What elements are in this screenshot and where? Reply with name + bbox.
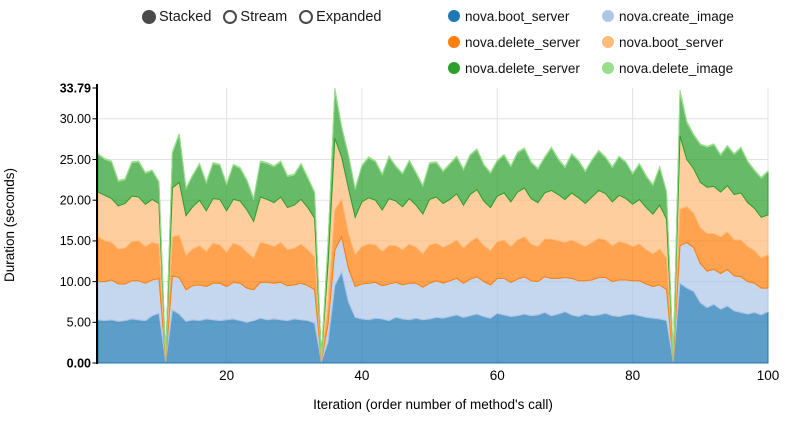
radio-stream-label: Stream [240,9,288,25]
legend-swatch-icon [602,10,614,22]
y-tick-label: 0.00 [67,356,91,370]
radio-expanded-label: Expanded [316,9,382,25]
y-axis-title: Duration (seconds) [2,168,17,282]
legend-label: nova.delete_server [465,34,580,50]
chart-style-radio-group: Stacked Stream Expanded [142,9,381,25]
x-axis-title: Iteration (order number of method's call… [313,397,553,412]
radio-expanded[interactable]: Expanded [299,9,381,25]
radio-stacked-label: Stacked [159,9,212,25]
legend-swatch-icon [448,36,460,48]
radio-expanded-icon[interactable] [299,10,314,24]
y-tick-label: 25.00 [60,153,91,167]
legend-swatch-icon [602,62,614,74]
y-tick-label: 10.00 [60,275,91,289]
legend-item-boot-server-2[interactable]: nova.boot_server [602,29,734,55]
legend-label: nova.boot_server [619,34,724,50]
legend-label: nova.create_image [619,8,734,24]
legend-item-delete-server-2[interactable]: nova.delete_server [448,55,602,81]
y-tick-label: 15.00 [60,234,91,248]
y-tick-label: 30.00 [60,112,91,126]
x-tick-label: 60 [490,368,505,383]
area-nova.delete_image[interactable] [97,87,769,359]
legend-swatch-icon [602,36,614,48]
legend-swatch-icon [448,10,460,22]
radio-stacked-icon[interactable] [142,10,156,24]
x-tick-label: 40 [354,368,369,383]
x-tick-label: 80 [625,368,640,383]
legend-swatch-icon [448,62,460,74]
radio-stacked[interactable]: Stacked [142,9,211,25]
x-tick-label: 100 [757,368,780,383]
y-tick-label: 33.79 [60,81,91,95]
legend-item-boot-server-1[interactable]: nova.boot_server [448,3,602,29]
legend-item-create-image[interactable]: nova.create_image [602,3,734,29]
y-tick-label: 5.00 [67,316,91,330]
legend-label: nova.delete_image [619,60,734,76]
legend-label: nova.delete_server [465,60,580,76]
x-tick-label: 20 [219,368,234,383]
chart-legend: nova.boot_server nova.create_image nova.… [448,3,734,81]
radio-stream[interactable]: Stream [223,9,287,25]
radio-stream-icon[interactable] [223,10,238,24]
legend-item-delete-server-1[interactable]: nova.delete_server [448,29,602,55]
y-tick-label: 20.00 [60,194,91,208]
legend-item-delete-image[interactable]: nova.delete_image [602,55,734,81]
legend-label: nova.boot_server [465,8,570,24]
